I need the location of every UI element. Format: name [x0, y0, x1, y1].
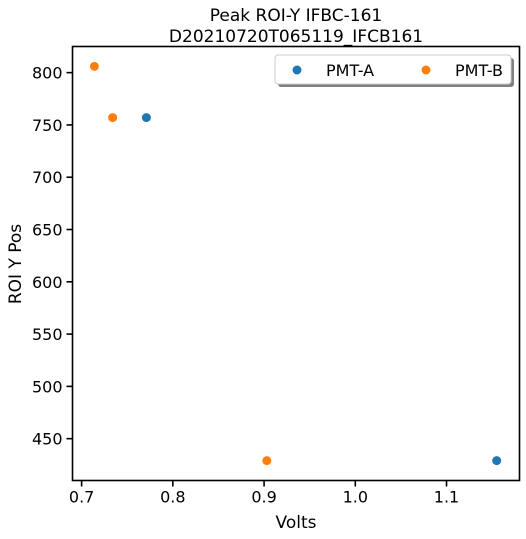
point-pmt-b — [262, 456, 272, 466]
plot-frame — [71, 45, 521, 482]
x-axis-label: Volts — [276, 513, 317, 533]
y-tick-label: 600 — [32, 273, 63, 292]
y-tick-label: 500 — [32, 377, 63, 396]
chart-subtitle: D20210720T065119_IFCB161 — [169, 27, 423, 47]
chart-title: Peak ROI-Y IFBC-161 — [210, 6, 383, 26]
legend-label-pmt-b: PMT-B — [455, 61, 503, 80]
x-tick-label: 1.1 — [434, 488, 459, 507]
legend-label-pmt-a: PMT-A — [326, 61, 374, 80]
x-tick-label: 1.0 — [343, 488, 368, 507]
legend: PMT-A PMT-B — [274, 54, 514, 87]
y-tick-label: 750 — [32, 116, 63, 135]
y-tick-label: 700 — [32, 168, 63, 187]
legend-marker-pmt-b — [421, 65, 431, 75]
legend-box — [274, 54, 512, 85]
y-tick-label: 650 — [32, 221, 63, 240]
y-tick-label: 550 — [32, 325, 63, 344]
axis-ticks: 0.7 0.8 0.9 1.0 1.1 450 500 550 600 650 700 750 800 — [32, 64, 459, 507]
point-pmt-a — [141, 113, 151, 123]
x-tick-label: 0.9 — [251, 488, 276, 507]
x-tick-label: 0.8 — [160, 488, 185, 507]
data-points — [89, 61, 502, 466]
y-tick-label: 800 — [32, 64, 63, 83]
point-pmt-b — [89, 61, 99, 71]
x-tick-label: 0.7 — [69, 488, 94, 507]
point-pmt-a — [492, 456, 502, 466]
legend-marker-pmt-a — [292, 65, 302, 75]
y-tick-label: 450 — [32, 430, 63, 449]
point-pmt-b — [108, 113, 118, 123]
y-axis-label: ROI Y Pos — [6, 224, 26, 304]
